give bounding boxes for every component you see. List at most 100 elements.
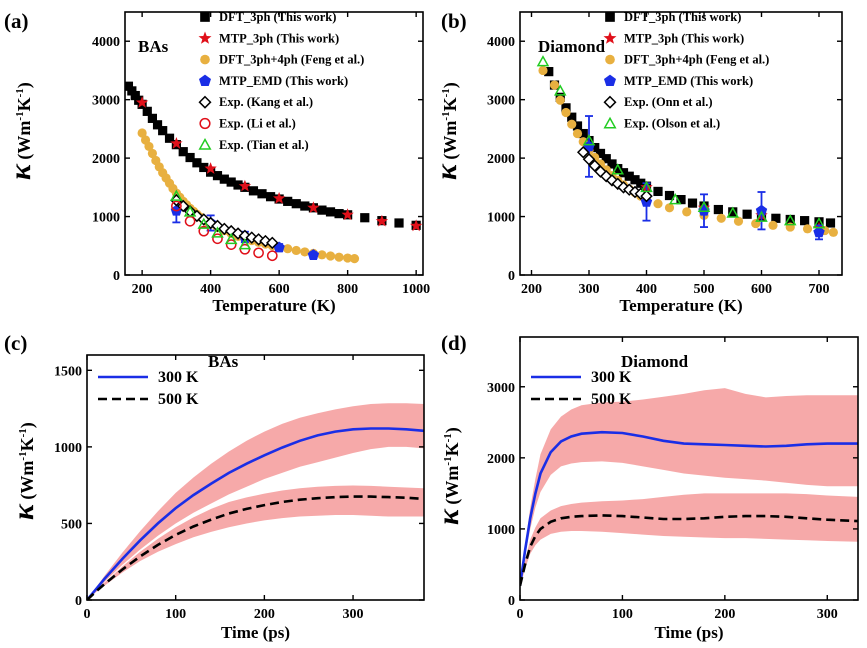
data-point bbox=[394, 218, 404, 228]
y-tick-label: 1500 bbox=[54, 364, 82, 379]
series-c-0 bbox=[87, 403, 424, 600]
y-label-part: (Wm bbox=[14, 121, 35, 160]
legend-label: MTP_3ph (This work) bbox=[219, 31, 339, 45]
x-axis-label: Temperature (K) bbox=[212, 296, 335, 315]
data-point bbox=[238, 179, 252, 192]
legend-marker bbox=[198, 138, 212, 150]
y-tick-label: 1000 bbox=[54, 441, 82, 456]
legend-label: 500 K bbox=[591, 391, 632, 408]
y-tick-label: 0 bbox=[75, 594, 82, 609]
data-point bbox=[307, 201, 320, 213]
data-point bbox=[360, 213, 370, 223]
data-point bbox=[212, 171, 223, 181]
y-label-part: K bbox=[442, 442, 462, 456]
uncertainty-band bbox=[520, 388, 858, 588]
data-point bbox=[595, 148, 606, 159]
legend-marker bbox=[605, 12, 615, 22]
y-tick-label: 3000 bbox=[487, 381, 515, 396]
data-point bbox=[676, 195, 686, 205]
legend-marker bbox=[198, 95, 212, 109]
data-point bbox=[170, 137, 183, 149]
legend-d: 300 K 500 K bbox=[531, 369, 632, 408]
data-point bbox=[825, 218, 836, 228]
series-marks-d-0 bbox=[520, 430, 858, 586]
y-tick-label: 0 bbox=[508, 594, 515, 609]
data-point bbox=[664, 190, 675, 201]
data-point bbox=[233, 180, 243, 190]
data-point bbox=[583, 140, 595, 152]
y-axis-label: κ (Wm-1K-1) bbox=[4, 82, 37, 180]
data-point bbox=[300, 247, 310, 257]
data-point bbox=[588, 159, 602, 172]
series-c-1 bbox=[87, 485, 424, 600]
legend-a: DFT_3ph (This work) MTP_3ph (This work) DF… bbox=[198, 10, 364, 152]
plot-area-c bbox=[87, 403, 424, 600]
y-label-part: K bbox=[14, 97, 34, 111]
x-tick-label: 200 bbox=[254, 607, 275, 622]
data-point bbox=[726, 206, 740, 218]
chart-title: BAs bbox=[208, 352, 239, 371]
series-marks-a-1 bbox=[135, 96, 423, 232]
data-point bbox=[307, 249, 320, 260]
data-point bbox=[582, 153, 596, 166]
data-point bbox=[135, 96, 149, 108]
y-label-part: κ bbox=[4, 163, 37, 180]
legend-marker bbox=[199, 117, 211, 130]
legend-marker bbox=[199, 74, 211, 86]
data-point bbox=[211, 219, 224, 233]
x-tick-label: 0 bbox=[84, 607, 91, 622]
data-point bbox=[544, 67, 554, 77]
data-point bbox=[125, 81, 134, 91]
data-point bbox=[553, 84, 567, 96]
data-point bbox=[144, 141, 154, 152]
data-point bbox=[572, 121, 583, 131]
plot-area-a bbox=[125, 81, 423, 264]
data-point bbox=[713, 204, 723, 215]
y-tick-label: 2000 bbox=[487, 452, 515, 467]
uncertainty-band bbox=[520, 493, 858, 588]
series-marks-d-1 bbox=[520, 514, 858, 587]
y-tick-label: 4000 bbox=[487, 35, 515, 50]
y-axis-label: κ (Wm-1K-1) bbox=[7, 422, 40, 520]
series-line bbox=[520, 430, 858, 586]
data-point bbox=[742, 209, 752, 219]
y-label-part: -1 bbox=[440, 88, 452, 97]
data-point bbox=[184, 215, 196, 227]
data-point bbox=[375, 214, 389, 227]
y-axis-label: κ (Wm-1K-1) bbox=[430, 82, 463, 180]
data-point bbox=[582, 134, 596, 146]
legend-label: 500 K bbox=[158, 391, 199, 408]
x-tick-label: 1000 bbox=[402, 282, 430, 297]
y-label-part: -1 bbox=[17, 428, 29, 437]
y-label-part: (Wm bbox=[17, 461, 38, 500]
x-tick-label: 800 bbox=[337, 282, 358, 297]
data-point bbox=[783, 214, 797, 226]
data-point bbox=[687, 198, 698, 208]
data-point bbox=[158, 126, 168, 136]
data-point bbox=[716, 213, 726, 223]
series-marks-b-5 bbox=[536, 55, 826, 229]
data-point bbox=[257, 189, 267, 199]
y-tick-label: 500 bbox=[61, 517, 82, 532]
data-point bbox=[771, 213, 781, 223]
data-point bbox=[142, 106, 152, 116]
y-label-part: (Wm bbox=[440, 121, 461, 160]
data-point bbox=[147, 113, 158, 123]
x-tick-label: 500 bbox=[694, 282, 715, 297]
data-point bbox=[265, 192, 276, 202]
data-point bbox=[755, 210, 768, 222]
x-tick-label: 200 bbox=[714, 607, 735, 622]
data-point bbox=[253, 247, 264, 259]
data-point bbox=[343, 253, 353, 263]
y-tick-label: 3000 bbox=[92, 94, 120, 109]
data-point bbox=[218, 222, 231, 236]
legend-label: 300 K bbox=[591, 369, 632, 386]
x-tick-label: 300 bbox=[579, 282, 600, 297]
data-point bbox=[590, 142, 600, 153]
data-point bbox=[127, 86, 137, 96]
x-tick-label: 200 bbox=[521, 282, 542, 297]
data-point bbox=[197, 217, 211, 229]
legend-label: Exp. (Kang et al.) bbox=[219, 95, 313, 109]
legend-marker bbox=[603, 116, 617, 129]
